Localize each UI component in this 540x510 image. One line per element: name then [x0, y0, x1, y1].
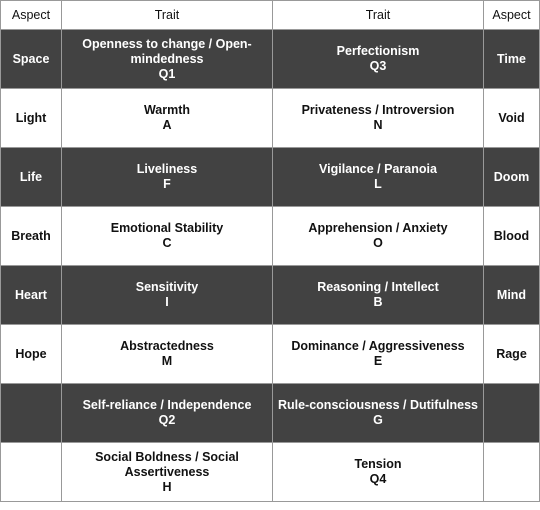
aspect-left-cell: Heart: [0, 265, 62, 325]
trait-right-cell: Reasoning / Intellect B: [272, 265, 484, 325]
trait-name: Social Boldness / Social Assertiveness: [95, 449, 239, 479]
header-aspect-left: Aspect: [0, 0, 62, 30]
trait-code: G: [373, 413, 383, 427]
aspect-left-cell: Hope: [0, 324, 62, 384]
trait-code: L: [374, 177, 382, 191]
aspect-left-cell: [0, 383, 62, 443]
table-body: Space Openness to change / Open-mindednes…: [0, 29, 540, 502]
trait-right-cell: Apprehension / Anxiety O: [272, 206, 484, 266]
aspect-right-cell: Rage: [483, 324, 540, 384]
table-row: Social Boldness / Social Assertiveness H T…: [0, 442, 540, 502]
aspect-right-cell: Doom: [483, 147, 540, 207]
aspect-right-cell: Time: [483, 29, 540, 89]
trait-code: B: [373, 295, 383, 309]
table-row: Light Warmth A Privateness / Introversion N V…: [0, 88, 540, 148]
trait-name: Sensitivity: [135, 280, 199, 294]
aspect-left-cell: Space: [0, 29, 62, 89]
trait-name: Liveliness: [136, 162, 198, 176]
trait-left-cell: Self-reliance / Independence Q2: [61, 383, 273, 443]
header-trait-right: Trait: [272, 0, 484, 30]
trait-name: Warmth: [143, 103, 191, 117]
trait-code: C: [162, 236, 172, 250]
trait-left-cell: Openness to change / Open-mindedness Q1: [61, 29, 273, 89]
aspect-left-cell: Breath: [0, 206, 62, 266]
trait-left-cell: Abstractedness M: [61, 324, 273, 384]
trait-name: Tension: [354, 457, 402, 471]
trait-left-cell: Warmth A: [61, 88, 273, 148]
trait-right-cell: Privateness / Introversion N: [272, 88, 484, 148]
trait-name: Dominance / Aggressiveness: [291, 339, 465, 353]
trait-left-cell: Emotional Stability C: [61, 206, 273, 266]
trait-left-cell: Sensitivity I: [61, 265, 273, 325]
trait-code: Q3: [369, 59, 387, 73]
trait-code: H: [162, 479, 172, 494]
trait-name: Rule-consciousness / Dutifulness: [277, 398, 479, 412]
aspect-right-cell: [483, 442, 540, 502]
trait-code: F: [163, 177, 171, 191]
trait-code: Q4: [369, 472, 387, 486]
trait-left-cell: Social Boldness / Social Assertiveness H: [61, 442, 273, 502]
trait-right-cell: Tension Q4: [272, 442, 484, 502]
trait-left-cell: Liveliness F: [61, 147, 273, 207]
trait-right-cell: Dominance / Aggressiveness E: [272, 324, 484, 384]
trait-right-cell: Rule-consciousness / Dutifulness G: [272, 383, 484, 443]
trait-name: Apprehension / Anxiety: [308, 221, 448, 235]
table-row: Breath Emotional Stability C Apprehension /…: [0, 206, 540, 266]
table-row: Heart Sensitivity I Reasoning / Intellect B M…: [0, 265, 540, 325]
header-trait-left: Trait: [61, 0, 273, 30]
trait-code: Q2: [158, 413, 176, 427]
trait-name: Vigilance / Paranoia: [319, 162, 437, 176]
trait-name: Emotional Stability: [110, 221, 224, 235]
trait-code: I: [165, 295, 169, 309]
aspect-left-cell: [0, 442, 62, 502]
trait-name: Openness to change / Open-mindedness: [82, 36, 252, 66]
trait-code: A: [162, 118, 172, 132]
aspect-right-cell: Mind: [483, 265, 540, 325]
aspect-right-cell: Blood: [483, 206, 540, 266]
table-row: Hope Abstractedness M Dominance / Aggressiv…: [0, 324, 540, 384]
trait-right-cell: Vigilance / Paranoia L: [272, 147, 484, 207]
trait-name: Reasoning / Intellect: [317, 280, 439, 294]
trait-right-cell: Perfectionism Q3: [272, 29, 484, 89]
trait-code: M: [161, 354, 173, 368]
trait-name: Privateness / Introversion: [301, 103, 455, 117]
trait-code: O: [373, 236, 383, 250]
trait-code: Q1: [158, 66, 176, 81]
trait-code: N: [373, 118, 383, 132]
header-aspect-right: Aspect: [483, 0, 540, 30]
aspect-left-cell: Light: [0, 88, 62, 148]
aspect-left-cell: Life: [0, 147, 62, 207]
aspect-right-cell: Void: [483, 88, 540, 148]
trait-name: Perfectionism: [336, 44, 420, 58]
trait-code: E: [373, 354, 383, 368]
header-row: Aspect Trait Trait Aspect: [0, 0, 540, 30]
table-row: Space Openness to change / Open-mindednes…: [0, 29, 540, 89]
trait-name: Abstractedness: [120, 339, 214, 353]
table-row: Self-reliance / Independence Q2 Rule-consc…: [0, 383, 540, 443]
table-row: Life Liveliness F Vigilance / Paranoia L Doom: [0, 147, 540, 207]
trait-name: Self-reliance / Independence: [82, 398, 252, 412]
aspect-right-cell: [483, 383, 540, 443]
